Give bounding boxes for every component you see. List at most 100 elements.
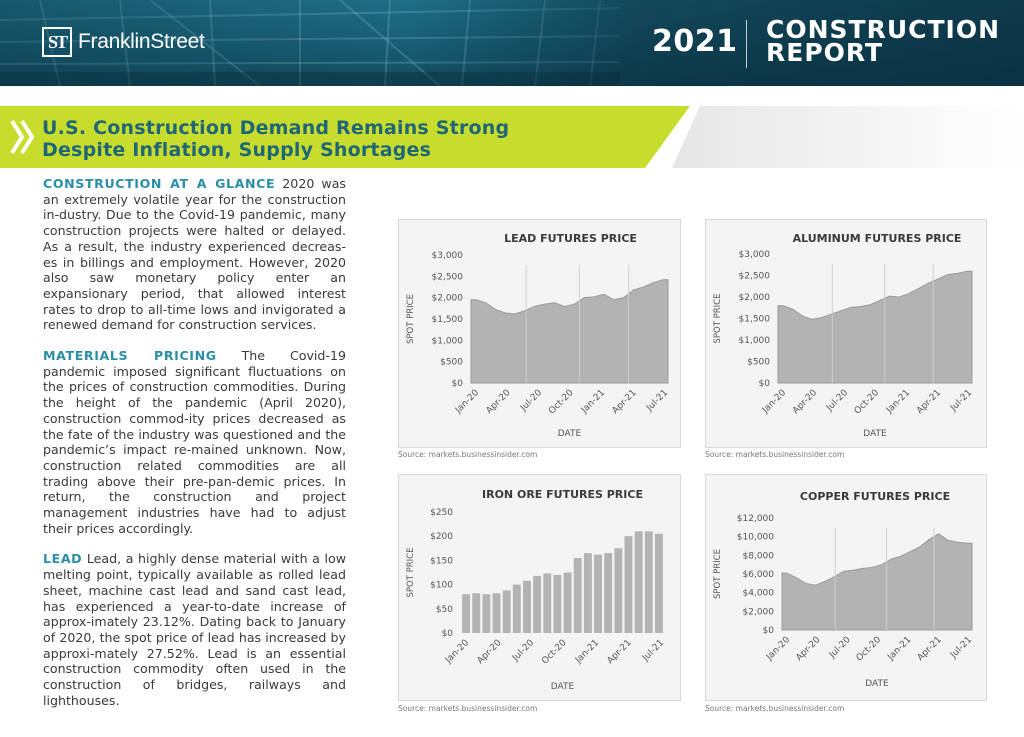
iron-ore-futures-chart: IRON ORE FUTURES PRICE $0 $50 $100 $150 $200 $… (406, 488, 666, 692)
y-axis-label: SPOT PRICE (406, 548, 416, 598)
copper-chart-source: Source: markets.businessinsider.com (705, 704, 845, 713)
iron-ore-futures-chart-card: IRON ORE FUTURES PRICE $0 $50 $100 $150 $200 $… (398, 474, 681, 701)
y-tick-label: $100 (430, 581, 453, 591)
x-tick-label: Apr-20 (794, 635, 822, 663)
x-tick-label: Jan-20 (764, 635, 792, 663)
paragraph-lead: LEAD (43, 551, 83, 567)
area-series (781, 533, 973, 631)
y-tick-label: $1,500 (432, 315, 464, 325)
bar (462, 594, 471, 633)
area-series (777, 270, 973, 384)
x-tick-label: Jan-21 (884, 388, 912, 416)
paragraph-text: The Covid-19 pandemic imposed significan… (43, 348, 346, 536)
logo-wordmark: FranklinStreet (78, 30, 205, 53)
double-chevron-right-icon (10, 119, 35, 155)
x-tick-label: Jan-21 (573, 638, 601, 666)
bar (512, 584, 521, 633)
y-tick-label: $12,000 (737, 514, 774, 524)
bar (553, 574, 562, 633)
company-logo: ST FranklinStreet (42, 27, 205, 57)
y-tick-label: $10,000 (737, 533, 774, 543)
section-title-line2: Despite Inflation, Supply Shortages (42, 139, 432, 161)
article-body: CONSTRUCTION AT A GLANCE 2020 was an ext… (43, 176, 346, 724)
y-tick-label: $3,000 (432, 251, 464, 261)
chart-title: COPPER FUTURES PRICE (800, 490, 950, 503)
y-tick-label: $500 (747, 358, 770, 368)
y-tick-label: $150 (430, 556, 453, 566)
section-title-band (0, 106, 1024, 168)
x-axis-label: DATE (558, 429, 582, 439)
x-tick-label: Jul-21 (640, 638, 666, 664)
y-tick-label: $2,000 (739, 293, 771, 303)
x-tick-label: Jan-20 (443, 638, 471, 666)
bar (492, 593, 501, 633)
aluminum-chart-source: Source: markets.businessinsider.com (705, 450, 845, 459)
chart-title: IRON ORE FUTURES PRICE (482, 488, 643, 501)
bar (614, 548, 623, 633)
bar (583, 553, 592, 633)
x-axis-label: DATE (863, 429, 887, 439)
y-tick-label: $200 (430, 532, 453, 542)
x-tick-label: Jul-20 (824, 388, 850, 414)
y-tick-label: $500 (440, 358, 463, 368)
paragraph-text: Lead, a highly dense material with a low… (43, 551, 346, 708)
x-tick-label: Apr-21 (916, 635, 944, 663)
copper-futures-chart-card: COPPER FUTURES PRICE $0 $2,000 $4,000 $6,000… (705, 474, 987, 701)
x-tick-label: Jan-20 (760, 388, 788, 416)
x-tick-label: Oct-20 (853, 388, 882, 417)
bar (502, 590, 511, 633)
area-series (470, 279, 669, 384)
title-band-shapes (0, 106, 1024, 168)
x-tick-label: Jan-21 (579, 388, 607, 416)
section-title: U.S. Construction Demand Remains Strong … (42, 117, 602, 161)
bar (472, 593, 481, 633)
lead-futures-chart-card: LEAD FUTURES PRICE $0 $500 $1,000 $1,500 $2,0… (398, 219, 681, 448)
y-axis-label: SPOT PRICE (406, 294, 416, 344)
x-tick-label: Jul-21 (644, 388, 670, 414)
x-tick-label: Jan-20 (453, 388, 481, 416)
section-title-line1: U.S. Construction Demand Remains Strong (42, 117, 510, 139)
y-tick-label: $0 (759, 379, 771, 389)
chart-title: LEAD FUTURES PRICE (504, 232, 637, 245)
paragraph-text: 2020 was an extremely volatile year for … (43, 176, 346, 333)
report-header-banner: ST FranklinStreet 2021 CONSTRUCTION REPO… (0, 0, 1024, 86)
y-axis-label: SPOT PRICE (713, 549, 723, 599)
y-tick-label: $0 (442, 629, 454, 639)
bar (543, 573, 552, 633)
y-tick-label: $6,000 (743, 570, 775, 580)
bar (533, 575, 542, 633)
bar (654, 533, 663, 633)
bar (624, 536, 633, 633)
aluminum-futures-chart: ALUMINUM FUTURES PRICE $0 $500 $1,000 $1,500… (713, 232, 974, 439)
x-tick-label: Apr-20 (791, 388, 819, 416)
y-tick-label: $1,000 (739, 336, 771, 346)
paragraph-lead: CONSTRUCTION AT A GLANCE (43, 176, 276, 191)
y-tick-label: $1,500 (739, 315, 771, 325)
y-tick-label: $3,000 (739, 250, 771, 260)
chart-title: ALUMINUM FUTURES PRICE (793, 232, 962, 245)
lead-futures-chart: LEAD FUTURES PRICE $0 $500 $1,000 $1,500 $2,0… (406, 232, 670, 439)
lead-chart-source: Source: markets.businessinsider.com (398, 450, 538, 459)
report-title: CONSTRUCTION REPORT (766, 15, 1006, 67)
y-tick-label: $2,000 (743, 607, 775, 617)
x-tick-label: Jul-21 (948, 635, 974, 661)
report-year: 2021 (652, 24, 738, 59)
x-tick-label: Jul-20 (827, 635, 853, 661)
x-tick-label: Jul-20 (518, 388, 544, 414)
bar (634, 531, 643, 633)
x-axis-label: DATE (865, 679, 889, 689)
y-tick-label: $2,500 (432, 272, 464, 282)
y-tick-label: $0 (763, 626, 775, 636)
y-tick-label: $250 (430, 508, 453, 518)
x-tick-label: Apr-20 (476, 638, 504, 666)
report-title-line1: CONSTRUCTION (766, 15, 1001, 44)
x-tick-label: Apr-21 (611, 388, 639, 416)
y-tick-label: $0 (452, 379, 464, 389)
paragraph-construction-at-a-glance: CONSTRUCTION AT A GLANCE 2020 was an ext… (43, 176, 346, 333)
logo-mark-icon: ST (42, 27, 72, 57)
report-title-line2: REPORT (766, 38, 884, 67)
x-axis-label: DATE (551, 682, 575, 692)
y-tick-label: $50 (436, 605, 453, 615)
y-tick-label: $4,000 (743, 589, 775, 599)
y-axis-label: SPOT PRICE (713, 294, 723, 344)
